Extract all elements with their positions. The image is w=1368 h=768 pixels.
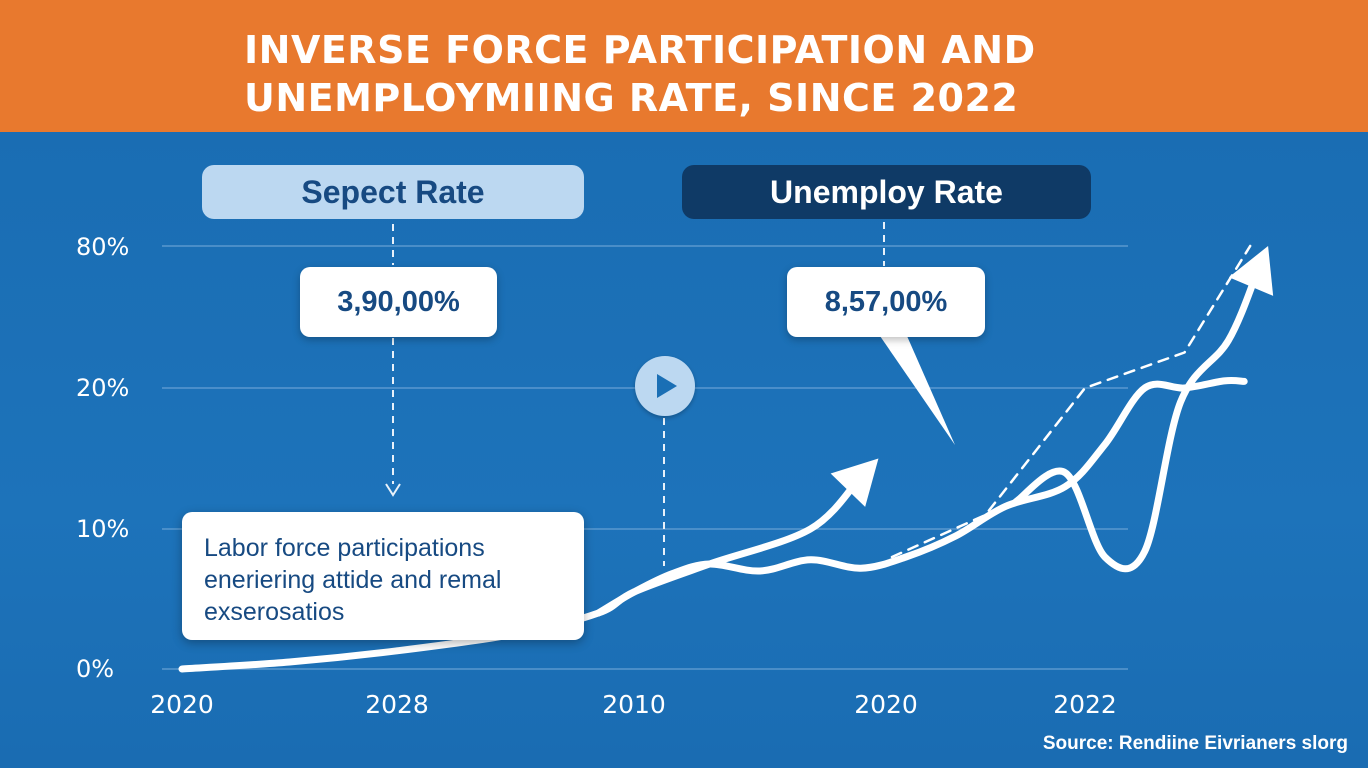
chart-title: INVERSE FORCE PARTICIPATION AND UNEMPLOY… (244, 26, 1244, 122)
arrow-head-icon (830, 458, 879, 507)
legend-pill-unemploy-rate: Unemploy Rate (682, 165, 1091, 219)
series-line (1011, 266, 1262, 573)
x-tick-label: 2020 (150, 690, 214, 719)
x-tick-label: 2020 (854, 690, 918, 719)
source-note: Source: Rendiine Eivrianers slorg (1042, 733, 1348, 754)
x-tick-label: 2022 (1053, 690, 1117, 719)
title-line-2: UNEMPLOYMIING RATE, SINCE 2022 (244, 76, 1019, 120)
series-line (594, 376, 1248, 617)
annotation-box: Labor force participations eneriering at… (182, 512, 584, 640)
y-tick-label: 10% (76, 515, 130, 543)
arrow-head-icon (1228, 246, 1274, 296)
title-line-1: INVERSE FORCE PARTICIPATION AND (244, 28, 1036, 72)
annotation-line-1: Labor force participations (204, 534, 485, 562)
series-lines (178, 244, 1274, 673)
legend-pill-sepect-rate: Sepect Rate (202, 165, 584, 219)
callout-pointer (880, 336, 955, 445)
x-tick-label: 2010 (602, 690, 666, 719)
annotation-line-2: eneriering attide and remal (204, 566, 502, 594)
y-tick-label: 0% (76, 655, 115, 683)
guide-lines (385, 222, 885, 566)
callout-unemploy-value: 8,57,00% (787, 267, 985, 337)
chart-panel (0, 132, 1368, 768)
series-line (178, 473, 864, 673)
annotation-text: Labor force participations eneriering at… (204, 532, 574, 628)
title-banner: INVERSE FORCE PARTICIPATION AND UNEMPLOY… (0, 0, 1368, 132)
x-tick-label: 2028 (365, 690, 429, 719)
arrow-head-icon (385, 483, 401, 497)
annotation-line-3: exserosatios (204, 598, 345, 626)
y-tick-label: 20% (76, 374, 130, 402)
y-tick-label: 80% (76, 233, 130, 261)
play-icon (657, 374, 677, 398)
callout-sepect-value: 3,90,00% (300, 267, 497, 337)
